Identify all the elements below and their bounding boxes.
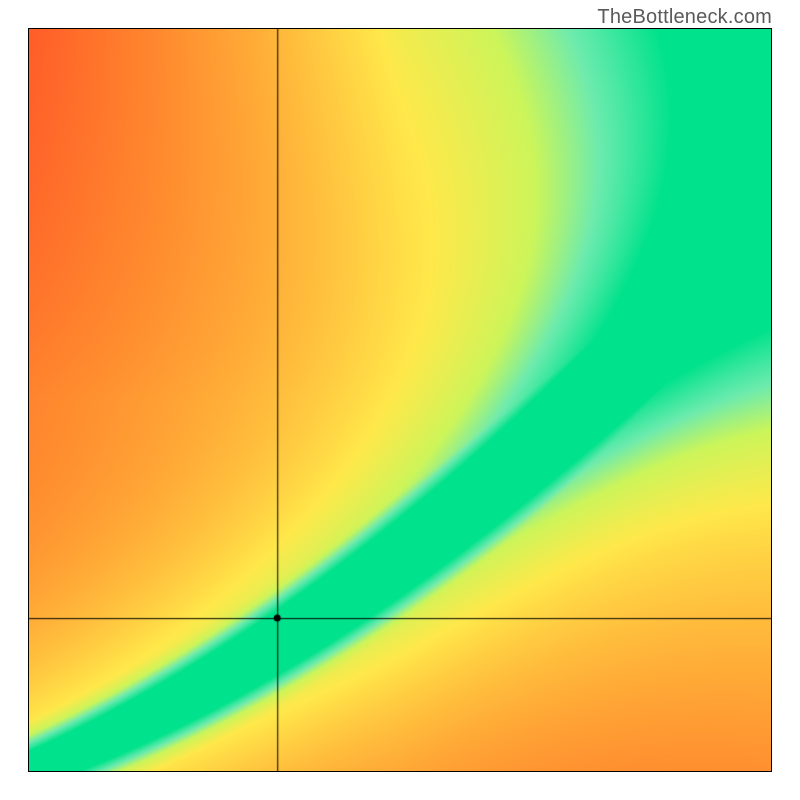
- heatmap-canvas: [29, 29, 771, 771]
- chart-area: [28, 28, 772, 772]
- figure-root: TheBottleneck.com: [0, 0, 800, 800]
- watermark-text: TheBottleneck.com: [597, 6, 772, 29]
